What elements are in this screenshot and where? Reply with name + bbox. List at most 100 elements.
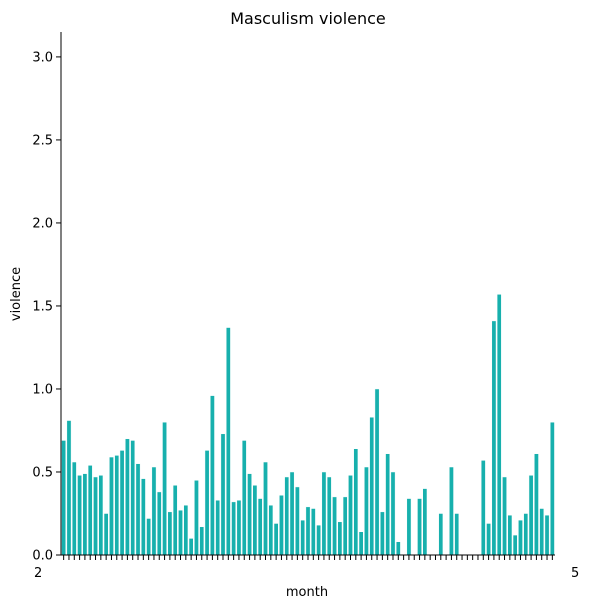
bar <box>549 421 555 556</box>
bar <box>268 504 274 556</box>
bar <box>300 519 306 556</box>
bar <box>77 475 82 556</box>
bar <box>172 485 178 556</box>
bar <box>236 499 242 556</box>
bar <box>71 461 77 556</box>
bar <box>215 499 221 556</box>
bar <box>523 513 529 556</box>
bar <box>273 523 279 556</box>
bar <box>156 491 162 556</box>
bar <box>66 420 72 556</box>
bar <box>162 421 167 556</box>
bar <box>332 496 337 556</box>
bar <box>119 450 125 556</box>
bar <box>114 455 120 556</box>
bar <box>109 456 114 556</box>
bar <box>199 526 205 556</box>
bar <box>194 480 199 556</box>
bar <box>98 475 104 556</box>
bar <box>379 511 385 556</box>
bar <box>125 438 130 556</box>
bar <box>247 473 252 556</box>
bar <box>342 496 348 556</box>
bar <box>480 460 486 556</box>
bar <box>310 508 316 556</box>
bar <box>135 463 141 556</box>
chart-title: Masculism violence <box>230 9 386 28</box>
bar <box>454 513 460 556</box>
bar <box>369 416 375 556</box>
bar <box>82 473 88 556</box>
bar <box>512 534 518 556</box>
bar <box>231 501 237 556</box>
bar <box>496 294 502 556</box>
y-tick-label: 3.0 <box>32 50 53 65</box>
bar <box>178 509 183 556</box>
x-axis-label: month <box>286 585 328 600</box>
bar <box>130 440 136 556</box>
bar <box>417 498 422 556</box>
bar <box>486 523 491 556</box>
bar <box>284 476 290 556</box>
bar <box>353 448 359 556</box>
bar <box>321 471 327 556</box>
y-tick-label: 1.5 <box>32 299 53 314</box>
y-tick-label: 0.0 <box>32 549 53 564</box>
bar <box>491 320 497 556</box>
bar <box>438 513 444 556</box>
y-tick-label: 0.5 <box>32 465 53 480</box>
bars-group <box>61 294 555 556</box>
bar <box>534 453 539 556</box>
bar <box>337 521 343 556</box>
bar <box>263 461 268 556</box>
bar <box>518 519 523 556</box>
bar <box>316 524 321 556</box>
x-tick-text-first: 2 <box>34 566 42 581</box>
bar <box>146 518 152 556</box>
bar <box>390 471 396 556</box>
bar <box>204 450 210 556</box>
bar <box>61 440 67 556</box>
bar <box>279 494 284 556</box>
bar <box>544 514 550 556</box>
bar <box>252 485 258 556</box>
bar <box>449 466 454 556</box>
bar <box>151 466 157 556</box>
y-tick-label: 2.5 <box>32 133 53 148</box>
bar <box>507 514 513 556</box>
bar <box>528 475 534 556</box>
bar <box>210 395 215 556</box>
y-tick-label: 1.0 <box>32 382 53 397</box>
bar <box>188 538 194 556</box>
bar <box>385 453 391 556</box>
bar <box>289 471 295 556</box>
x-ticks-group <box>63 555 553 560</box>
bar <box>295 486 300 556</box>
bar <box>364 466 369 556</box>
bar <box>502 476 507 556</box>
bar <box>220 433 226 556</box>
bar <box>374 388 380 556</box>
bar <box>406 498 412 556</box>
bar <box>395 541 401 556</box>
bar <box>87 465 93 556</box>
bar <box>422 488 428 556</box>
y-ticks-group: 0.0 0.5 1.0 1.5 2.0 2.5 3.0 <box>32 50 61 564</box>
bar <box>103 513 109 556</box>
x-tick-text-last: 5 <box>571 566 579 581</box>
bar <box>358 531 364 556</box>
bar <box>140 478 146 556</box>
bar <box>241 440 247 556</box>
y-tick-label: 2.0 <box>32 216 53 231</box>
y-axis-label: violence <box>9 267 24 321</box>
bar <box>93 476 98 556</box>
bar <box>225 327 231 556</box>
bar <box>326 476 332 556</box>
bar <box>167 511 173 556</box>
bar <box>183 504 189 556</box>
bar <box>305 506 311 556</box>
bar <box>257 498 263 556</box>
bar <box>348 475 353 556</box>
bar <box>539 508 545 556</box>
